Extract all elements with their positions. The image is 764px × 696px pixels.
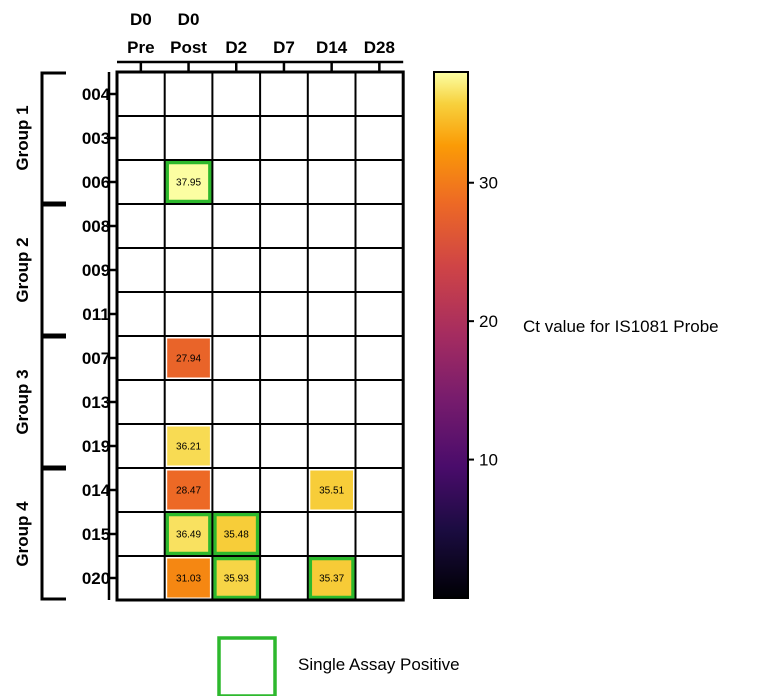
row-label: 013 [82, 393, 110, 412]
heatmap-cell [167, 470, 210, 510]
cell-value-label: 31.03 [176, 574, 201, 585]
cell-value-label: 35.37 [319, 574, 344, 585]
column-header-layer: D0 Pre D0 Post D2 D7 D14 D28 [117, 10, 404, 72]
column-header-bottom: D2 [225, 38, 247, 57]
cell-value-label: 36.21 [176, 442, 201, 453]
group-bracket [40, 203, 66, 337]
row-label: 020 [82, 569, 110, 588]
row-label: 004 [82, 85, 111, 104]
cell-layer: 37.95 27.94 36.21 28.47 35.51 36.49 35.48 31.03… [165, 160, 355, 600]
heatmap-cell [167, 426, 210, 466]
colorbar-tick-label: 30 [479, 174, 498, 193]
cell-value-label: 35.48 [224, 530, 249, 541]
group-label: Group 3 [13, 369, 32, 434]
cell-value-label: 35.93 [224, 574, 249, 585]
row-label: 015 [82, 525, 110, 544]
row-label: 008 [82, 217, 110, 236]
single-assay-positive-border [308, 556, 355, 600]
heatmap-cell [167, 338, 210, 378]
group-label: Group 2 [13, 237, 32, 302]
cell-value-label: 37.95 [176, 178, 201, 189]
group-bracket [40, 71, 66, 205]
heatmap-cell [214, 514, 258, 554]
heatmap-cell [310, 470, 353, 510]
colorbar-gradient [433, 71, 469, 599]
row-label-layer: 004 003 006 008 009 011 007 013 019 014 015 020 [82, 72, 117, 600]
row-label: 014 [82, 481, 111, 500]
group-label: Group 4 [13, 501, 32, 567]
cell-value-label: 28.47 [176, 486, 201, 497]
row-label: 009 [82, 261, 110, 280]
legend-label: Single Assay Positive [298, 655, 460, 674]
row-label: 006 [82, 173, 110, 192]
column-header-bottom: D7 [273, 38, 295, 57]
group-bracket [40, 467, 66, 601]
heatmap-cell [167, 558, 210, 598]
cell-value-label: 36.49 [176, 530, 201, 541]
group-label: Group 1 [13, 105, 32, 170]
column-header-bottom: D28 [364, 38, 395, 57]
column-header-bottom: D14 [316, 38, 348, 57]
row-label: 007 [82, 349, 110, 368]
colorbar-label: Ct value for IS1081 Probe [523, 317, 719, 336]
cell-value-label: 27.94 [176, 354, 201, 365]
heatmap-cell [167, 162, 210, 202]
grid-layer [115, 70, 405, 602]
group-bracket [40, 335, 66, 469]
single-assay-positive-border [213, 556, 260, 600]
heatmap-cell [310, 558, 353, 598]
column-header-top: D0 [178, 10, 200, 29]
grid-border [115, 70, 405, 602]
column-header-bottom: Post [170, 38, 207, 57]
single-assay-positive-border [165, 512, 212, 556]
column-header-top: D0 [130, 10, 152, 29]
colorbar: 10 20 30 [433, 71, 498, 599]
single-assay-positive-border [165, 160, 212, 204]
legend-swatch-single-assay-positive [217, 636, 277, 696]
group-layer: Group 1 Group 2 Group 3 Group 4 [13, 71, 66, 601]
legend: Single Assay Positive [217, 636, 460, 696]
cell-value-label: 35.51 [319, 486, 344, 497]
heatmap-cell [167, 514, 210, 554]
colorbar-tick-label: 20 [479, 312, 498, 331]
row-label: 003 [82, 129, 110, 148]
colorbar-tick-label: 10 [479, 451, 498, 470]
heatmap-cell [214, 558, 258, 598]
single-assay-positive-border [213, 512, 260, 556]
row-label: 011 [82, 305, 109, 324]
row-label: 019 [82, 437, 110, 456]
column-header-bottom: Pre [127, 38, 154, 57]
